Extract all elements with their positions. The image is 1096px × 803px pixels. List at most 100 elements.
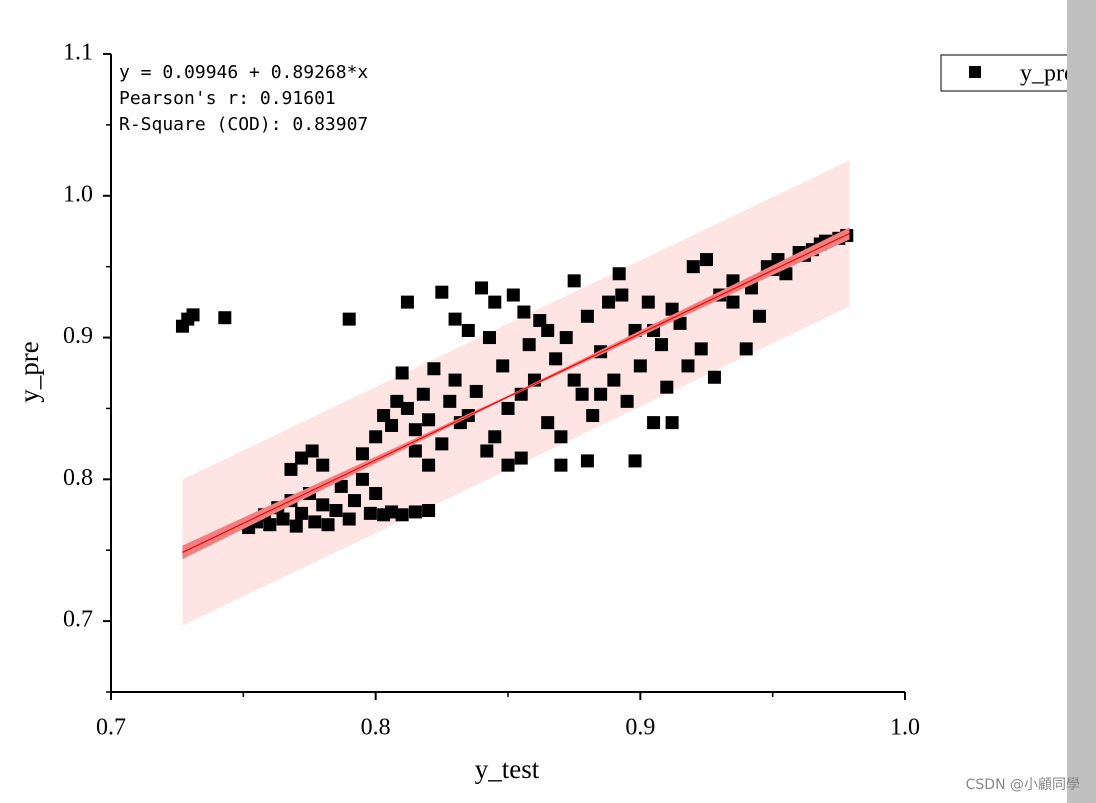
point — [633, 359, 647, 373]
point — [554, 430, 568, 444]
point — [541, 323, 555, 337]
plot-area: 0.7 0.8 0.9 1.0 0.7 0.8 0.9 1.0 1.1 — [63, 40, 920, 741]
point — [427, 362, 441, 376]
point — [305, 444, 319, 458]
annotation: y = 0.09946 + 0.89268*x — [119, 62, 368, 83]
point — [263, 518, 277, 532]
point — [575, 387, 589, 401]
point — [347, 494, 361, 508]
point — [395, 366, 409, 380]
point — [694, 342, 708, 356]
point — [276, 512, 290, 526]
point — [295, 451, 309, 465]
point — [369, 430, 383, 444]
y-tick-label: 0.8 — [63, 465, 93, 491]
point — [641, 295, 655, 309]
watermark: CSDN @小顧同學 — [966, 777, 1080, 793]
point — [400, 295, 414, 309]
point — [612, 267, 626, 281]
point — [567, 274, 581, 288]
point — [395, 508, 409, 522]
point — [594, 387, 608, 401]
point — [620, 394, 634, 408]
point — [752, 309, 766, 323]
y-tick-label: 0.7 — [63, 607, 93, 633]
point — [655, 338, 669, 352]
x-tick-label: 1.0 — [890, 715, 920, 741]
point — [779, 267, 793, 281]
point — [448, 373, 462, 387]
x-tick-label: 0.7 — [96, 715, 126, 741]
point — [422, 413, 436, 427]
point — [514, 451, 528, 465]
fit-line — [182, 232, 850, 553]
point — [726, 295, 740, 309]
point — [501, 458, 515, 472]
point — [602, 295, 616, 309]
point — [607, 373, 621, 387]
annotation: R-Square (COD): 0.83907 — [119, 114, 368, 135]
point — [522, 338, 536, 352]
point — [549, 352, 563, 366]
point — [681, 359, 695, 373]
point — [482, 331, 496, 345]
point — [480, 444, 494, 458]
legend-label: y_pre — [1020, 61, 1075, 87]
point — [580, 309, 594, 323]
point — [400, 401, 414, 415]
point — [369, 487, 383, 501]
point — [342, 512, 356, 526]
point — [284, 462, 298, 476]
point — [665, 416, 679, 430]
point — [707, 370, 721, 384]
point — [316, 458, 330, 472]
point — [673, 316, 687, 330]
y-tick-label: 0.9 — [63, 323, 93, 349]
point — [334, 479, 348, 493]
point — [554, 458, 568, 472]
scrollbar — [1067, 0, 1096, 803]
point — [408, 444, 422, 458]
point — [186, 308, 200, 322]
point — [469, 384, 483, 398]
point — [390, 394, 404, 408]
point — [700, 253, 713, 267]
x-tick-label: 0.9 — [625, 715, 655, 741]
point — [316, 498, 330, 512]
x-tick-label: 0.8 — [361, 715, 391, 741]
point — [567, 373, 581, 387]
x-axis-label: y_test — [475, 754, 540, 784]
point — [289, 519, 303, 533]
point — [363, 506, 377, 520]
point — [355, 472, 369, 486]
point — [488, 295, 502, 309]
point — [321, 518, 335, 532]
point — [408, 505, 422, 519]
annotation: Pearson's r: 0.91601 — [119, 88, 336, 109]
point — [501, 401, 515, 415]
point — [329, 504, 343, 518]
point — [295, 506, 309, 520]
point — [355, 447, 369, 461]
point — [559, 331, 573, 345]
point — [408, 423, 422, 437]
point — [475, 281, 489, 295]
y-axis-label: y_pre — [14, 341, 44, 402]
point — [218, 311, 232, 325]
point — [660, 380, 674, 394]
point — [665, 302, 679, 316]
point — [422, 458, 436, 472]
point — [308, 515, 322, 529]
point — [435, 285, 449, 299]
point — [377, 409, 391, 423]
point — [739, 342, 753, 356]
point — [422, 504, 436, 518]
point — [342, 312, 356, 326]
point — [580, 454, 594, 468]
point — [448, 312, 462, 326]
point — [541, 416, 555, 430]
point — [586, 409, 600, 423]
y-tick-label: 1.1 — [63, 40, 93, 66]
point — [416, 387, 430, 401]
